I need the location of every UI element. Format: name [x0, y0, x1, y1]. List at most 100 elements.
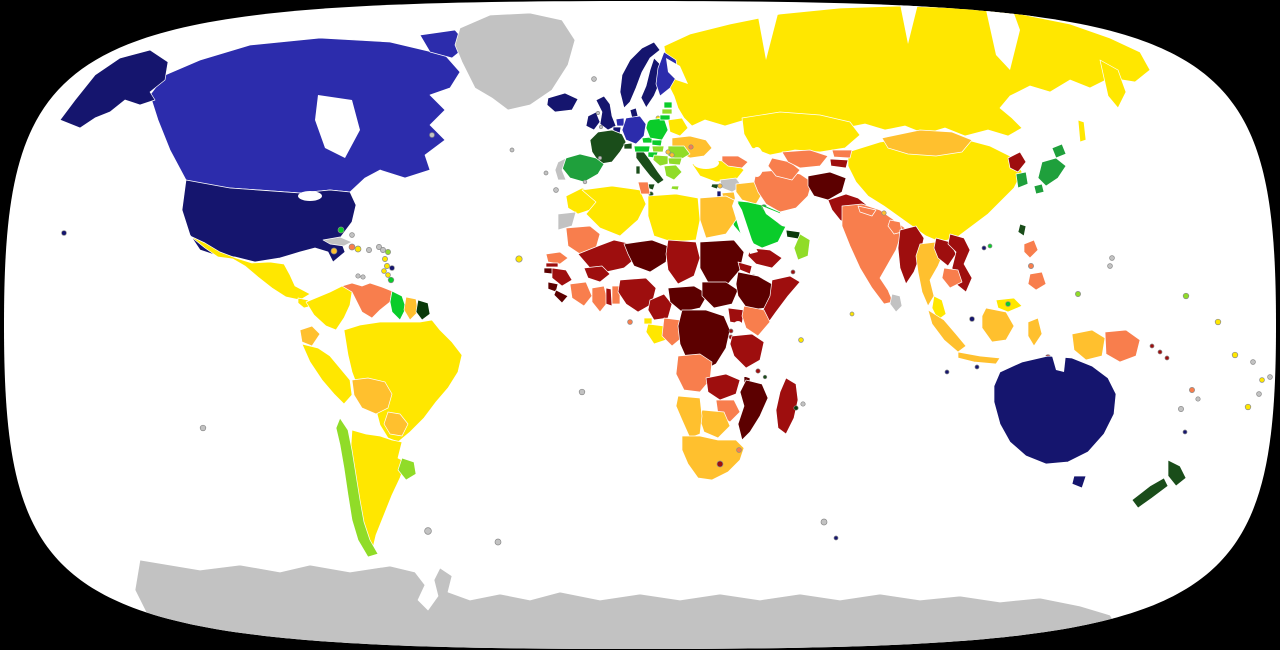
- country-heard-island: [833, 535, 839, 541]
- persian-gulf: [762, 206, 790, 228]
- country-india: [841, 203, 906, 305]
- country-northern-mariana: [1107, 263, 1113, 269]
- country-lesotho: [716, 460, 724, 468]
- country-tunisia: [637, 181, 651, 195]
- country-japan-kyushu: [1033, 183, 1045, 195]
- country-peru: [301, 343, 353, 405]
- country-malaysia: [931, 295, 947, 321]
- country-gibraltar: [582, 179, 588, 185]
- country-portugal: [554, 157, 567, 181]
- country-lithuania: [659, 114, 671, 121]
- country-philippines-visayas: [1028, 263, 1034, 269]
- country-ivory-coast: [569, 281, 593, 307]
- country-bahamas: [337, 226, 345, 234]
- country-switzerland: [623, 142, 633, 150]
- country-wallis-futuna: [1250, 359, 1256, 365]
- country-macau: [981, 245, 987, 251]
- country-spain: [561, 153, 605, 183]
- country-philippines-luzon: [1023, 239, 1039, 259]
- country-taiwan: [1017, 223, 1027, 237]
- country-cook-islands: [1267, 374, 1273, 380]
- country-channel-islands: [599, 125, 603, 129]
- country-cyprus: [710, 183, 720, 190]
- country-tonga: [1244, 403, 1252, 411]
- country-afghanistan: [807, 171, 847, 201]
- country-canary-islands: [553, 187, 559, 193]
- country-french-polynesia: [1256, 391, 1262, 397]
- country-libya: [647, 193, 701, 243]
- country-barbados: [389, 265, 395, 271]
- country-guadeloupe: [376, 244, 382, 250]
- country-vietnam: [947, 233, 973, 293]
- country-solomon-2: [1157, 349, 1163, 355]
- country-south-africa: [681, 435, 745, 481]
- country-singapore: [969, 316, 975, 322]
- country-united-kingdom: [595, 95, 617, 131]
- country-south-sudan: [701, 281, 739, 309]
- great-lakes: [298, 191, 322, 201]
- country-russia: [663, 5, 1151, 137]
- country-sri-lanka: [889, 293, 903, 313]
- country-solomon-3: [1164, 355, 1170, 361]
- country-nepal: [857, 205, 877, 217]
- country-canada: [149, 37, 461, 194]
- country-kenya: [741, 305, 771, 337]
- country-cape-verde: [515, 255, 523, 263]
- country-dominican-republic: [354, 245, 362, 253]
- country-st-vincent: [381, 268, 387, 274]
- country-micronesia: [1182, 292, 1190, 300]
- country-japan-honshu: [1037, 157, 1067, 187]
- country-mauritius: [793, 405, 799, 411]
- country-indonesia-java: [957, 351, 1001, 365]
- country-isle-of-man: [596, 111, 600, 115]
- country-antigua: [385, 249, 391, 255]
- country-madagascar: [775, 377, 799, 435]
- country-indonesia-sulawesi: [1027, 317, 1043, 347]
- country-iceland: [546, 92, 579, 113]
- country-aruba: [355, 273, 361, 279]
- country-paraguay: [383, 411, 409, 437]
- country-comoros: [755, 368, 761, 374]
- country-sudan: [699, 239, 745, 287]
- country-guam: [1109, 255, 1115, 261]
- country-south-georgia: [494, 538, 502, 546]
- country-egypt: [699, 195, 739, 239]
- red-sea: [732, 198, 758, 254]
- country-guyana: [389, 290, 407, 321]
- country-greece-crete: [670, 185, 680, 191]
- country-ecuador: [299, 325, 321, 347]
- country-saint-pierre: [429, 132, 435, 138]
- country-lebanon: [717, 183, 723, 189]
- country-cocos-islands: [974, 364, 980, 370]
- country-indonesia-sumatra: [927, 309, 967, 353]
- country-uzbekistan: [781, 149, 829, 169]
- white-sea: [666, 58, 688, 84]
- lake-victoria: [733, 321, 743, 331]
- country-kyrgyzstan: [831, 149, 853, 159]
- country-hong-kong: [987, 243, 993, 249]
- country-angola: [675, 353, 713, 393]
- country-new-zealand-north: [1167, 459, 1187, 487]
- country-mayotte: [762, 374, 768, 380]
- hudson-bay: [315, 95, 360, 158]
- country-bhutan: [881, 210, 887, 216]
- country-indonesia-papua: [1071, 329, 1106, 361]
- country-equatorial-guinea: [643, 317, 653, 325]
- country-gabon: [645, 323, 667, 345]
- country-grenada: [385, 272, 391, 278]
- country-moldova: [688, 144, 694, 150]
- country-new-zealand-south: [1131, 477, 1169, 509]
- country-fiji: [1195, 396, 1201, 402]
- country-vanuatu: [1189, 387, 1195, 393]
- country-hungary: [651, 145, 665, 153]
- country-north-macedonia: [669, 152, 675, 158]
- country-zambia: [705, 373, 741, 401]
- country-azores: [509, 147, 515, 153]
- country-guinea: [551, 267, 573, 287]
- country-st-lucia: [384, 263, 390, 269]
- country-socotra: [790, 269, 796, 275]
- country-france: [589, 129, 627, 165]
- country-tanzania: [729, 333, 765, 369]
- country-jamaica: [330, 247, 338, 255]
